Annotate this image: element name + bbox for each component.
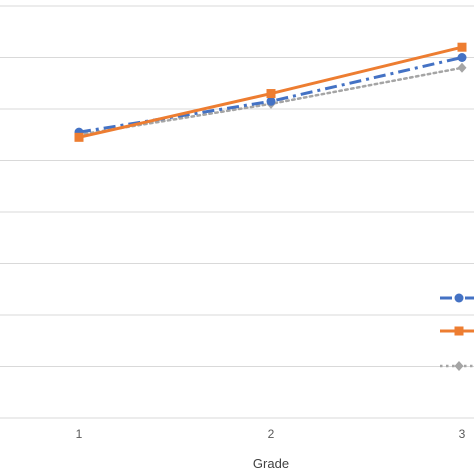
data-point-series-1 <box>74 132 84 142</box>
data-point-series-2 <box>457 62 467 73</box>
data-point-series-1 <box>266 89 276 99</box>
x-tick-label: 1 <box>76 427 83 441</box>
x-tick-label: 3 <box>459 427 466 441</box>
legend <box>440 293 474 371</box>
legend-marker-1 <box>454 326 464 336</box>
x-axis-title: Grade <box>253 456 289 471</box>
data-point-series-0 <box>457 53 467 62</box>
data-point-series-0 <box>266 96 276 106</box>
series-markers <box>74 42 467 142</box>
data-point-series-1 <box>457 42 467 52</box>
legend-marker-2 <box>454 361 464 371</box>
x-tick-labels: 1 2 3 <box>76 427 466 441</box>
gridlines <box>0 5 474 419</box>
x-tick-label: 2 <box>268 427 275 441</box>
legend-marker-0 <box>454 293 464 303</box>
